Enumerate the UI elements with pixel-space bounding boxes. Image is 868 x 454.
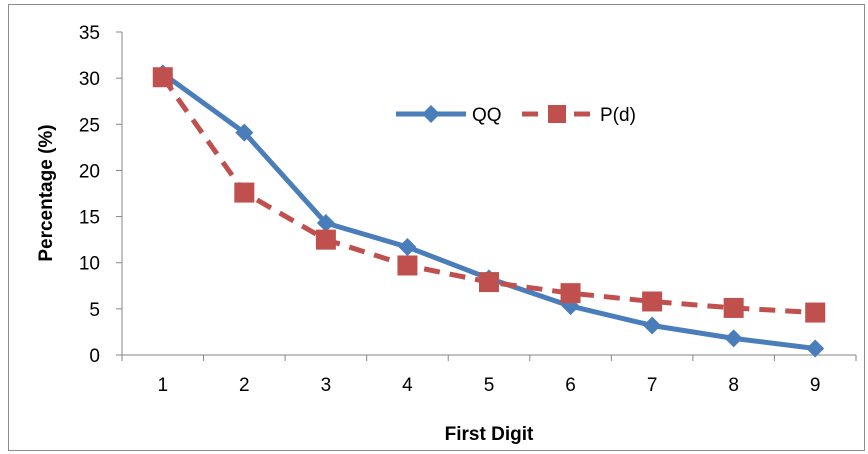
data-point-qq	[806, 339, 825, 358]
x-tick-label: 5	[484, 375, 495, 396]
data-point-qq	[643, 316, 662, 335]
y-axis: 0 5 10 15 20 25 30 35	[79, 23, 123, 367]
data-point-qq	[724, 329, 743, 348]
data-point-pd	[723, 297, 744, 318]
data-point-pd	[234, 182, 255, 203]
data-point-qq	[235, 123, 254, 142]
y-tick-label: 5	[89, 300, 100, 321]
x-tick-label: 4	[402, 375, 413, 396]
chart-frame	[8, 4, 865, 451]
data-point-pd	[479, 272, 499, 293]
x-axis: 1 2 3 4 5 6 7 8 9	[121, 354, 857, 396]
legend: QQ P(d)	[396, 105, 636, 126]
data-point-pd	[805, 302, 826, 323]
y-tick-label: 15	[79, 208, 100, 229]
y-tick-label: 20	[79, 161, 100, 182]
x-tick-label: 3	[321, 375, 332, 396]
y-tick-label: 35	[79, 23, 100, 44]
data-point-pd	[397, 255, 418, 276]
series-layer	[152, 64, 826, 358]
data-point-pd	[642, 291, 663, 312]
x-tick-label: 1	[157, 375, 168, 396]
y-axis-title: Percentage (%)	[36, 124, 57, 261]
x-tick-label: 7	[647, 375, 658, 396]
x-tick-label: 8	[728, 375, 739, 396]
x-tick-label: 6	[565, 375, 576, 396]
legend-pd-marker	[548, 105, 566, 123]
data-point-pd	[152, 67, 173, 88]
legend-qq-label: QQ	[472, 105, 502, 126]
data-point-pd	[560, 283, 581, 304]
x-axis-title: First Digit	[445, 424, 534, 445]
y-tick-label: 25	[79, 115, 100, 136]
data-point-qq	[398, 238, 417, 257]
legend-qq-marker	[422, 105, 440, 123]
x-tick-label: 9	[810, 375, 821, 396]
y-tick-label: 0	[89, 346, 100, 367]
x-tick-label: 2	[239, 375, 250, 396]
data-point-pd	[315, 229, 336, 250]
legend-pd-label: P(d)	[600, 105, 636, 126]
y-tick-label: 10	[79, 254, 100, 275]
y-tick-label: 30	[79, 69, 100, 90]
data-point-qq	[316, 214, 335, 233]
